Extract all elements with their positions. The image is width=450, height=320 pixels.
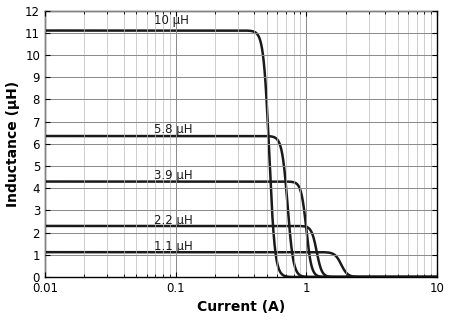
Text: 5.8 μH: 5.8 μH: [154, 123, 192, 136]
Y-axis label: Inductance (μH): Inductance (μH): [5, 81, 19, 207]
Text: 1.1 μH: 1.1 μH: [154, 240, 193, 253]
Text: 2.2 μH: 2.2 μH: [154, 214, 193, 227]
X-axis label: Current (A): Current (A): [197, 300, 285, 315]
Text: 3.9 μH: 3.9 μH: [154, 170, 193, 182]
Text: 10 μH: 10 μH: [154, 14, 189, 27]
